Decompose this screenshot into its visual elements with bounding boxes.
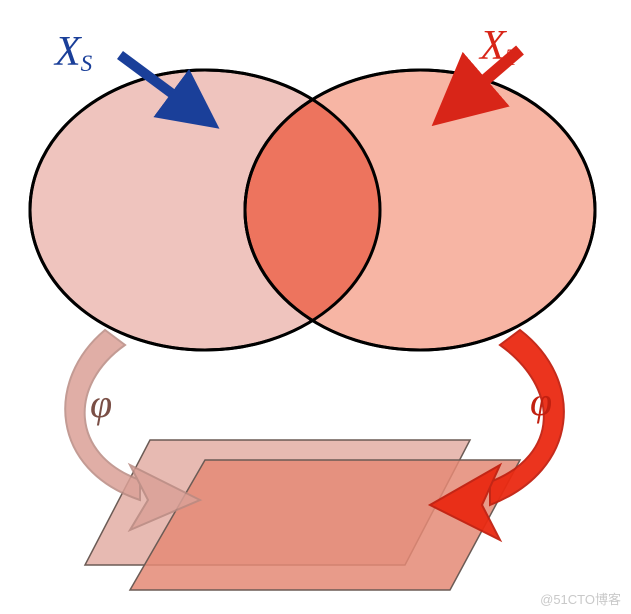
- label-xs: XS: [55, 28, 92, 77]
- label-phi-left: φ: [90, 380, 112, 427]
- phi-right-arrow: [430, 330, 564, 540]
- label-phi-right: φ: [530, 378, 552, 425]
- watermark: @51CTO博客: [540, 589, 621, 608]
- label-xt: XT: [480, 22, 519, 71]
